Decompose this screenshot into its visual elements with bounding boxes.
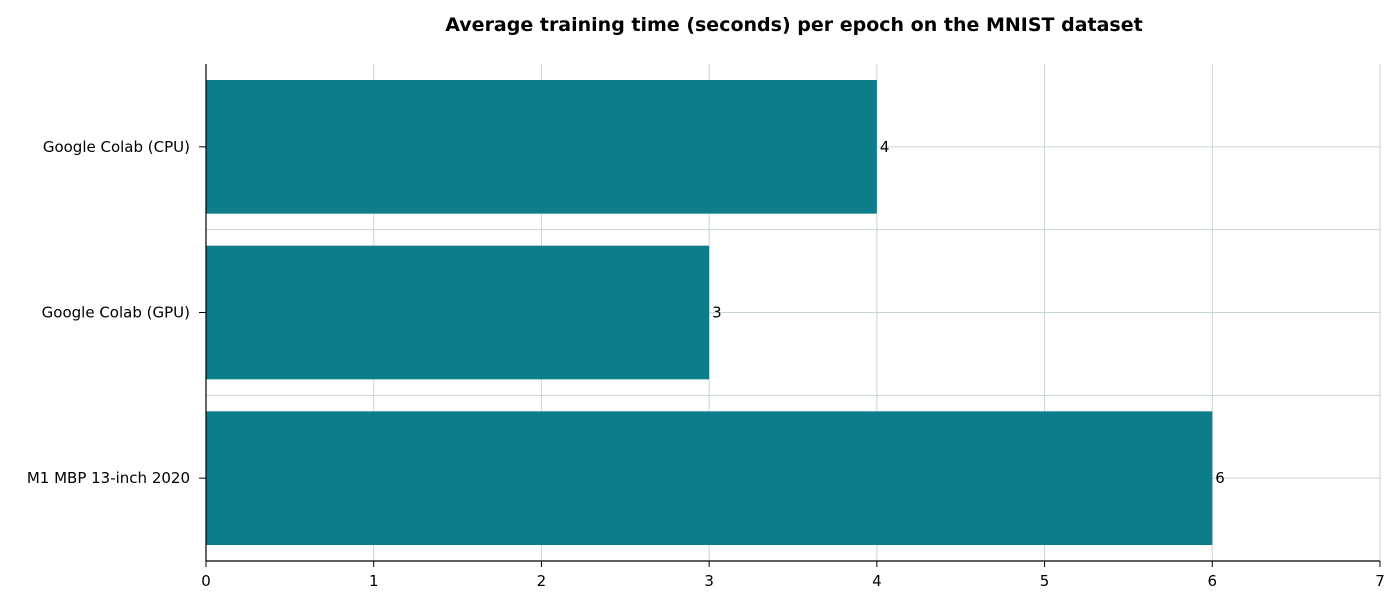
x-tick-label-4: 4 bbox=[872, 572, 882, 590]
y-tick-label-0: Google Colab (CPU) bbox=[43, 138, 190, 156]
y-tick-label-1: Google Colab (GPU) bbox=[42, 304, 190, 322]
x-tick-label-6: 6 bbox=[1208, 572, 1218, 590]
bars bbox=[206, 80, 1213, 545]
x-tick-label-0: 0 bbox=[201, 572, 211, 590]
bar-2 bbox=[206, 411, 1213, 545]
x-tick-label-1: 1 bbox=[369, 572, 379, 590]
y-tick-label-2: M1 MBP 13-inch 2020 bbox=[27, 469, 190, 487]
x-tick-label-7: 7 bbox=[1375, 572, 1385, 590]
bar-0 bbox=[206, 80, 877, 214]
axes bbox=[199, 64, 1381, 567]
x-tick-label-5: 5 bbox=[1040, 572, 1050, 590]
labels: 4 Google Colab (CPU) 3 Google Colab (GPU) 6 M… bbox=[27, 138, 1385, 590]
bar-1 bbox=[206, 245, 710, 380]
x-tick-label-3: 3 bbox=[704, 572, 714, 590]
data-label-2: 6 bbox=[1215, 469, 1225, 487]
data-label-0: 4 bbox=[880, 138, 890, 156]
data-label-1: 3 bbox=[712, 304, 722, 322]
chart-title: Average training time (seconds) per epoc… bbox=[445, 14, 1142, 36]
x-tick-label-2: 2 bbox=[537, 572, 547, 590]
